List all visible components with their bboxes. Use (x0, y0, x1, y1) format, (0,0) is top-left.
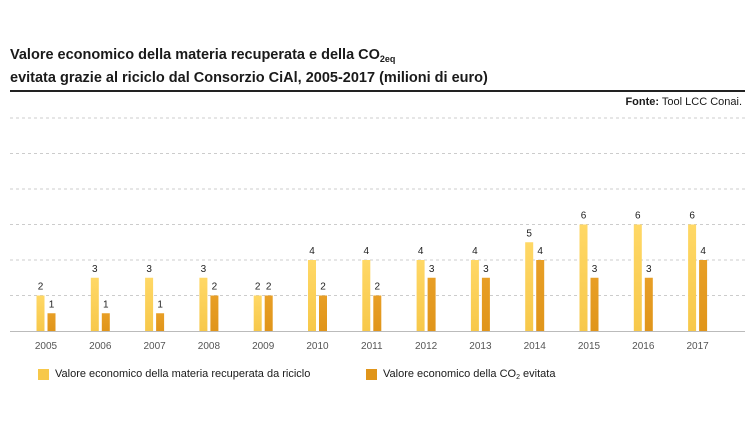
data-label-series1: 6 (689, 211, 695, 222)
data-label-series1: 3 (201, 264, 207, 275)
legend-swatch-series1 (38, 368, 49, 380)
x-tick-label: 2008 (198, 341, 221, 352)
bar-series2 (101, 313, 110, 331)
bar-series1 (362, 260, 371, 331)
data-label-series1: 2 (38, 282, 44, 293)
bar-series2 (319, 295, 327, 331)
data-label-series1: 3 (92, 264, 98, 275)
data-label-series2: 4 (537, 246, 543, 257)
bar-series1 (90, 277, 99, 331)
data-label-series2: 2 (212, 282, 218, 293)
x-tick-label: 2017 (686, 341, 709, 352)
title-divider (10, 90, 745, 92)
data-label-series1: 4 (472, 246, 478, 257)
x-tick-label: 2014 (524, 341, 547, 352)
bar-series1 (525, 242, 534, 331)
title-line-1: Valore economico della materia recuperat… (10, 47, 396, 64)
legend-label-series1: Valore economico della materia recuperat… (55, 368, 311, 380)
data-label-series1: 2 (255, 282, 261, 293)
data-label-series1: 6 (581, 211, 587, 222)
x-tick-label: 2011 (361, 341, 383, 352)
data-label-series2: 3 (646, 264, 652, 275)
x-tick-label: 2010 (306, 341, 329, 352)
data-label-series1: 3 (146, 264, 152, 275)
data-label-series2: 1 (157, 299, 163, 310)
x-tick-label: 2007 (143, 341, 166, 352)
source-note: Fonte: Tool LCC Conai. (625, 96, 742, 108)
data-label-series2: 2 (375, 282, 381, 293)
x-tick-label: 2015 (578, 341, 601, 352)
data-label-series1: 4 (309, 246, 315, 257)
bar-series1 (416, 260, 425, 331)
bar-series1 (308, 260, 316, 331)
bar-series2 (699, 260, 708, 331)
bar-series2 (590, 277, 599, 331)
x-tick-label: 2006 (89, 341, 112, 352)
title-line-2: evitata grazie al riciclo dal Consorzio … (10, 70, 488, 86)
x-tick-label: 2005 (35, 341, 58, 352)
x-tick-label: 2009 (252, 341, 275, 352)
bar-series2 (264, 295, 273, 331)
chart-title: Valore economico della materia recuperat… (10, 46, 740, 88)
legend-swatch-series2 (366, 369, 377, 380)
bar-series2 (427, 277, 436, 331)
bar-series1 (36, 295, 45, 331)
bar-series2 (156, 313, 165, 331)
bar-series2 (373, 295, 382, 331)
bar-series2 (644, 277, 653, 331)
bar-series1 (253, 295, 262, 331)
data-label-series2: 4 (700, 246, 706, 257)
data-label-series2: 3 (483, 264, 489, 275)
data-label-series1: 5 (526, 228, 532, 239)
bar-series2 (210, 295, 219, 331)
x-tick-label: 2016 (632, 341, 655, 352)
data-label-series1: 4 (418, 246, 424, 257)
bar-series1 (470, 260, 479, 331)
data-label-series2: 3 (592, 264, 598, 275)
bar-series1 (199, 277, 208, 331)
legend-item-series1: Valore economico della materia recuperat… (38, 368, 310, 380)
legend-label-series2: Valore economico della CO2 evitata (383, 368, 556, 381)
bar-series1 (633, 224, 642, 331)
bar-series2 (481, 277, 490, 331)
data-label-series2: 2 (320, 282, 326, 293)
data-label-series1: 4 (364, 246, 370, 257)
data-label-series1: 6 (635, 211, 641, 222)
bar-series1 (579, 224, 588, 331)
data-label-series2: 2 (266, 282, 272, 293)
data-label-series2: 3 (429, 264, 435, 275)
x-tick-label: 2013 (469, 341, 492, 352)
data-label-series2: 1 (103, 299, 109, 310)
bar-series2 (536, 260, 545, 331)
data-label-series2: 1 (49, 299, 55, 310)
bar-series1 (145, 277, 154, 331)
bar-series1 (688, 224, 697, 331)
legend-item-series2: Valore economico della CO2 evitata (366, 368, 555, 381)
x-tick-label: 2012 (415, 341, 438, 352)
bar-series2 (47, 313, 56, 331)
